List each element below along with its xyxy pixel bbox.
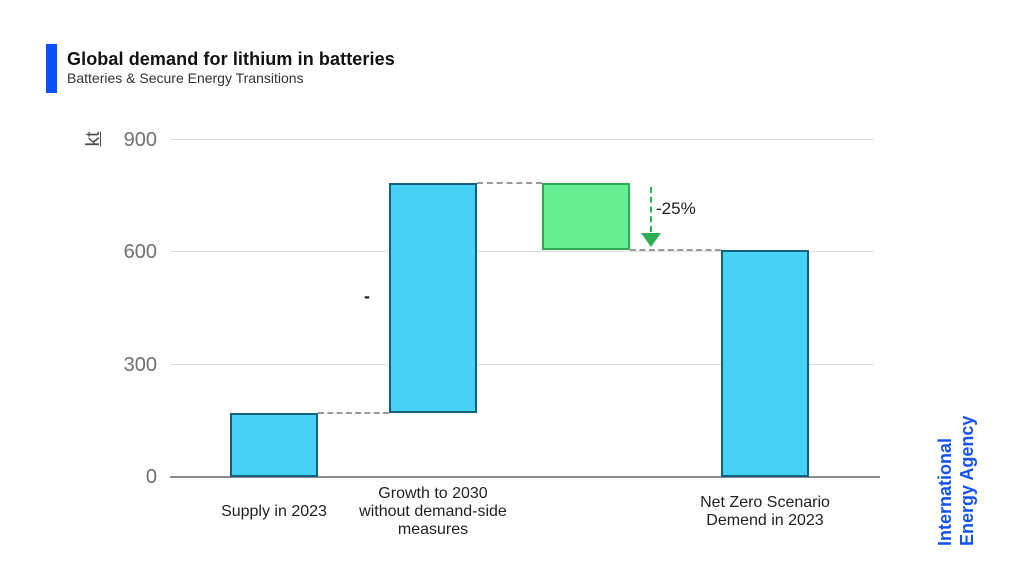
reduction-arrow-line: [650, 187, 652, 233]
y-tick-label-300: 300: [123, 353, 157, 376]
x-label-line: Net Zero Scenario: [700, 494, 830, 511]
y-tick-label-600: 600: [123, 241, 157, 264]
x-label-net-zero-2023: Net Zero Scenario Demend in 2023: [655, 482, 875, 542]
title-accent-bar: [46, 44, 57, 93]
gridline-600: [170, 251, 874, 253]
chart-title: Global demand for lithium in batteries: [67, 49, 395, 69]
bar-demand-reduction: [542, 183, 630, 251]
bar-supply-2023: [230, 413, 318, 477]
reduction-arrowhead-icon: [641, 233, 661, 248]
bar-net-zero-2023: [721, 250, 809, 477]
connector-dashed-line-1: [477, 182, 542, 185]
x-label-line: Growth to 2030: [378, 485, 488, 502]
x-label-line: Demend in 2023: [706, 512, 824, 529]
gridline-300: [170, 363, 874, 365]
x-label-line: measures: [397, 521, 469, 538]
y-tick-label-900: 900: [123, 129, 157, 151]
connector-dashed-line-2: [630, 249, 721, 252]
iea-branding-line2: Energy Agency: [957, 415, 977, 546]
iea-branding: International Energy Agency: [934, 386, 988, 546]
connector-dashed-line-0: [318, 412, 389, 415]
x-label-line: without demand-side: [359, 503, 507, 520]
x-label-supply-2023: Supply in 2023: [164, 482, 384, 542]
x-axis-line: [170, 476, 880, 478]
reduction-percentage-label: -25%: [656, 199, 696, 218]
stray-dash-mark: -: [364, 286, 370, 306]
x-label-growth-2030: Growth to 2030 without demand-side measure…: [323, 482, 543, 542]
y-axis-unit-label: kt: [83, 131, 104, 147]
iea-branding-line1: International: [935, 437, 955, 546]
y-tick-label-0: 0: [145, 466, 157, 488]
x-label-line: Supply in 2023: [221, 503, 327, 520]
bar-growth-2030: [389, 183, 477, 414]
chart-subtitle: Batteries & Secure Energy Transitions: [67, 70, 304, 86]
gridline-900: [170, 139, 874, 140]
